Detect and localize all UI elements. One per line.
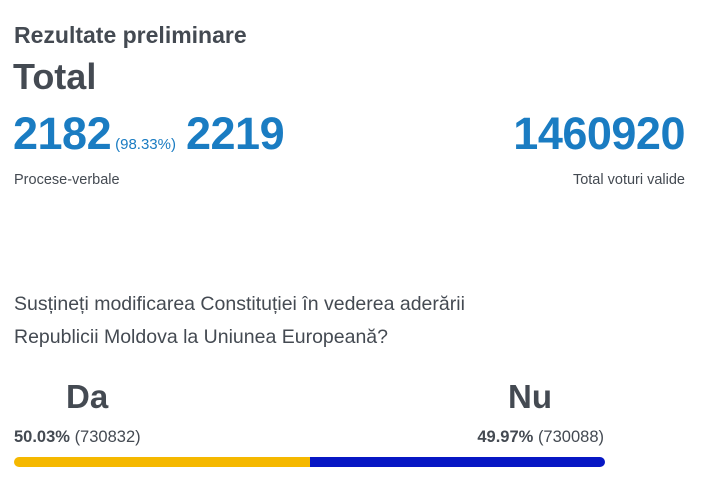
reports-count: 2182 (98.33%) 2219 (13, 108, 285, 160)
option-no-votes: (730088) (537, 428, 604, 446)
option-yes-votes: (730832) (74, 428, 141, 446)
option-no-label: Nu (508, 378, 552, 415)
valid-votes-value: 1460920 (513, 108, 685, 159)
option-no-result: 49.97% (730088) (477, 428, 604, 447)
results-progress-bar (14, 457, 605, 467)
page-title: Total (13, 56, 97, 97)
question-line-2: Republicii Moldova la Uniunea Europeană? (14, 326, 388, 348)
valid-votes-label: Total voturi valide (572, 172, 685, 188)
referendum-question: Susțineți modificarea Constituției în ve… (14, 288, 614, 354)
reports-processed-percent: (98.33%) (115, 136, 176, 153)
option-yes-result: 50.03% (730832) (14, 428, 141, 447)
question-line-1: Susțineți modificarea Constituției în ve… (14, 293, 465, 315)
option-yes-percent: 50.03% (14, 428, 70, 446)
reports-processed-value: 2182 (13, 108, 112, 159)
progress-bar-yes-segment (14, 457, 310, 467)
option-yes-label: Da (66, 378, 109, 415)
page-subtitle: Rezultate preliminare (14, 22, 247, 48)
reports-total-value: 2219 (185, 108, 285, 159)
option-no-percent: 49.97% (477, 428, 534, 446)
progress-bar-no-segment (309, 457, 605, 467)
reports-label: Procese-verbale (14, 172, 120, 188)
